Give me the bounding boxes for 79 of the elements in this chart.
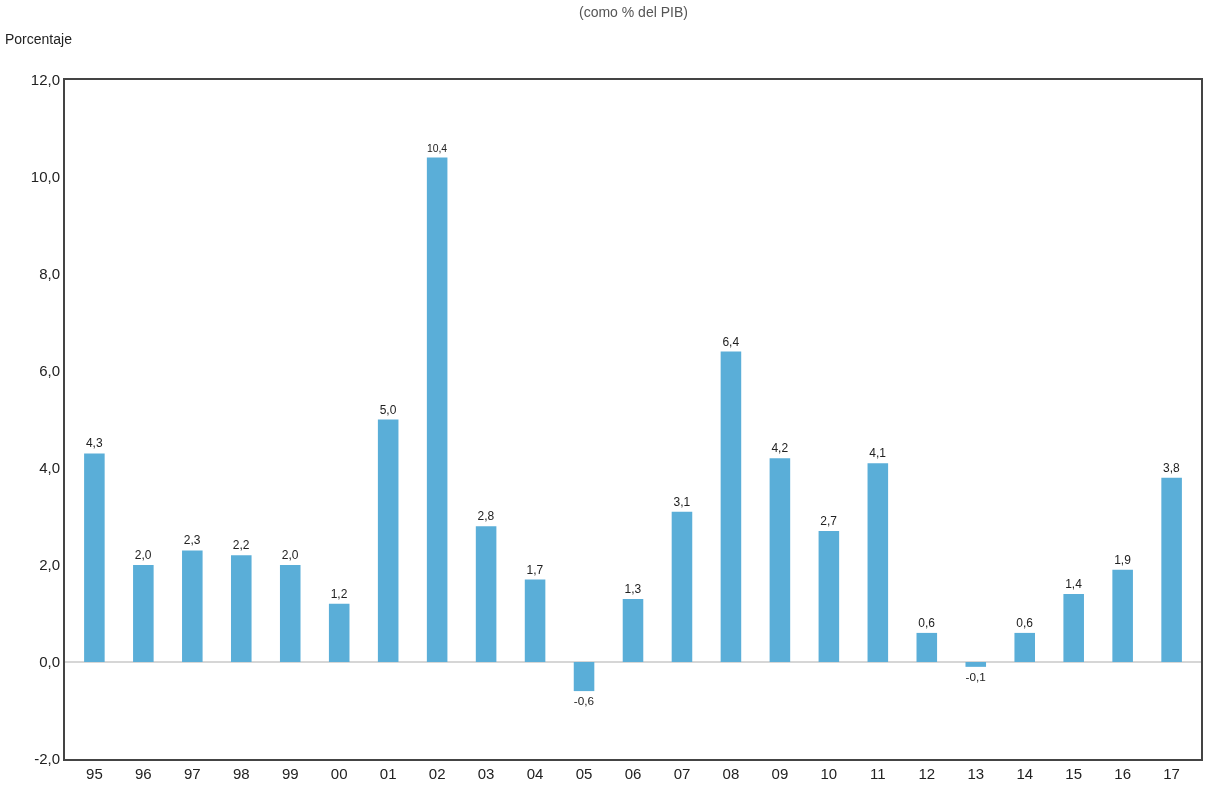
x-tick-label: 11 [870,765,886,782]
bar [182,550,203,662]
data-label: 5,0 [379,402,397,417]
bar [84,453,105,662]
bar [328,603,350,662]
data-label: 1,7 [526,562,544,577]
x-tick-label: 15 [1065,765,1083,782]
y-tick-label: 6,0 [39,362,60,380]
y-tick-label: 2,0 [39,556,60,574]
y-tick-label: 0,0 [39,653,60,671]
bar [279,565,301,662]
data-label: 2,0 [281,548,299,562]
bar [720,351,742,662]
chart-subtitle: (como % del PIB) [579,4,688,20]
x-tick-label: 05 [575,765,593,782]
x-tick-label: 10 [820,765,838,782]
data-label: 3,8 [1163,460,1181,475]
data-label: 2,7 [820,514,838,529]
x-tick-label: 95 [86,765,103,782]
x-tick-label: 12 [918,765,936,782]
x-tick-label: 09 [771,765,789,782]
bar [867,463,889,662]
data-label: 10,4 [426,143,448,154]
x-tick-label: 98 [232,765,250,782]
data-label: 4,2 [771,441,789,456]
y-axis-title: Porcentaje [5,31,73,47]
x-tick-label: 16 [1114,765,1131,782]
x-tick-label: 06 [624,765,642,782]
x-tick-label: 17 [1163,765,1180,782]
x-tick-label: 08 [722,765,740,782]
bar [769,458,791,662]
bar [818,531,840,662]
data-label: 2,3 [183,533,201,548]
x-tick-label: 01 [379,765,397,782]
bar [1063,594,1084,662]
x-tick-label: 02 [428,765,446,782]
data-label: -0,6 [573,693,595,707]
y-tick-label: 10,0 [30,168,60,186]
y-tick-label: 4,0 [39,459,60,477]
data-label: 3,1 [673,494,691,509]
bar [573,662,595,692]
x-tick-label: 97 [183,765,201,782]
y-tick-label: 8,0 [39,265,60,283]
bar [622,598,644,662]
x-tick-label: 00 [330,765,348,782]
data-label: 2,2 [232,538,250,553]
y-tick-label: -2,0 [34,750,60,768]
bar [965,662,987,667]
data-label: 1,4 [1065,577,1083,592]
data-label: 0,6 [918,615,936,630]
data-label: 6,4 [722,334,740,349]
data-label: 4,1 [869,446,887,461]
data-label: 1,3 [624,581,642,596]
data-label: 1,9 [1114,552,1132,567]
bar [916,632,938,662]
bar [475,526,497,662]
data-label: 2,8 [477,509,495,524]
bar [426,157,448,662]
bar [671,511,693,662]
data-label: -0,1 [965,669,986,683]
x-tick-label: 07 [673,765,691,782]
bar [524,579,546,662]
x-tick-label: 03 [477,765,495,782]
x-tick-label: 04 [526,765,544,782]
data-label: 4,3 [85,436,103,451]
bar [1112,569,1133,662]
bar [1161,477,1182,662]
data-label: 0,6 [1016,615,1034,630]
bar [377,419,399,662]
bar [230,555,252,662]
x-tick-label: 14 [1016,765,1034,782]
x-tick-label: 96 [135,765,152,782]
bar [133,565,154,662]
bar [1014,632,1036,662]
data-label: 1,2 [330,586,348,601]
y-tick-label: 12,0 [30,71,60,89]
x-tick-label: 13 [967,765,985,782]
data-label: 2,0 [134,548,152,562]
x-tick-label: 99 [281,765,299,782]
